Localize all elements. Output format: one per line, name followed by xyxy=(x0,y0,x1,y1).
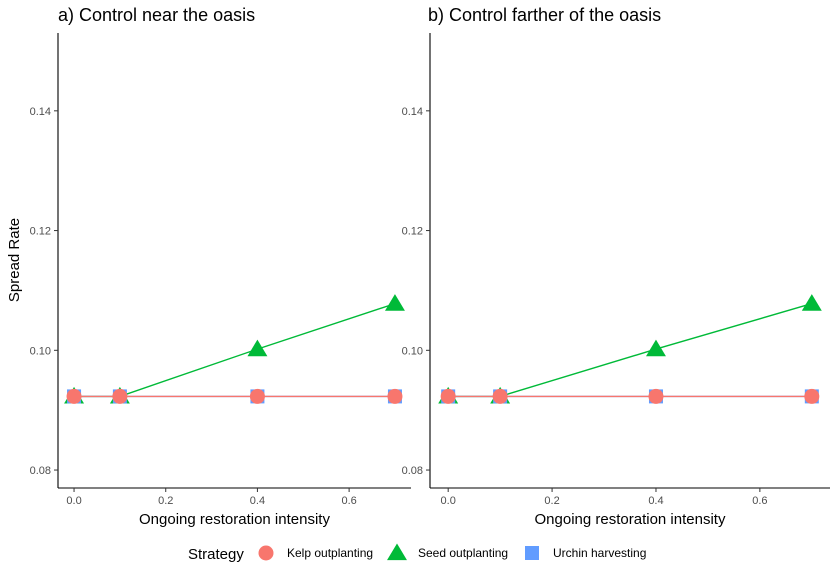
y-tick-label: 0.08 xyxy=(402,465,423,477)
panel-title: b) Control farther of the oasis xyxy=(428,5,661,25)
point-seed-outplanting xyxy=(384,294,405,311)
y-tick-label: 0.12 xyxy=(402,226,423,238)
x-tick-label: 0.0 xyxy=(66,495,81,507)
panel-title: a) Control near the oasis xyxy=(58,5,255,25)
point-kelp-outplanting xyxy=(804,388,820,404)
point-kelp-outplanting xyxy=(112,388,128,404)
point-kelp-outplanting xyxy=(440,388,456,404)
point-kelp-outplanting xyxy=(387,388,403,404)
point-kelp-outplanting xyxy=(66,388,82,404)
legend-title: Strategy xyxy=(188,546,244,563)
point-seed-outplanting xyxy=(247,339,268,357)
y-tick-label: 0.14 xyxy=(30,106,51,118)
legend-label-urchin-harvesting: Urchin harvesting xyxy=(553,546,646,560)
y-tick-label: 0.10 xyxy=(30,345,51,357)
y-tick-label: 0.14 xyxy=(402,106,423,118)
x-tick-label: 0.4 xyxy=(648,495,663,507)
panel-near-oasis: a) Control near the oasis 0.08 0.10 0.12 0.1… xyxy=(30,5,411,528)
x-tick-label: 0.4 xyxy=(250,495,265,507)
y-tick-label: 0.10 xyxy=(402,345,423,357)
point-seed-outplanting xyxy=(645,339,666,357)
series-line-seed-outplanting xyxy=(448,302,813,398)
x-axis-title: Ongoing restoration intensity xyxy=(139,511,330,528)
legend-key-seed-outplanting xyxy=(387,543,407,561)
legend: Strategy Kelp outplanting Seed outplanting… xyxy=(188,543,646,563)
x-tick-label: 0.0 xyxy=(441,495,456,507)
y-axis-title: Spread Rate xyxy=(6,218,23,302)
x-tick-label: 0.2 xyxy=(158,495,173,507)
point-kelp-outplanting xyxy=(492,388,508,404)
point-seed-outplanting xyxy=(801,294,822,311)
legend-key-urchin-harvesting xyxy=(525,546,539,560)
legend-label-kelp-outplanting: Kelp outplanting xyxy=(287,546,373,560)
y-tick-label: 0.12 xyxy=(30,226,51,238)
x-axis-title: Ongoing restoration intensity xyxy=(535,511,726,528)
series-line-seed-outplanting xyxy=(74,302,396,398)
point-kelp-outplanting xyxy=(249,388,265,404)
x-tick-label: 0.6 xyxy=(341,495,356,507)
x-tick-label: 0.6 xyxy=(752,495,767,507)
x-tick-label: 0.2 xyxy=(544,495,559,507)
y-tick-label: 0.08 xyxy=(30,465,51,477)
legend-label-seed-outplanting: Seed outplanting xyxy=(418,546,508,560)
point-kelp-outplanting xyxy=(648,388,664,404)
legend-key-kelp-outplanting xyxy=(258,545,274,561)
panel-farther-oasis: b) Control farther of the oasis 0.08 0.10 0… xyxy=(402,5,830,528)
